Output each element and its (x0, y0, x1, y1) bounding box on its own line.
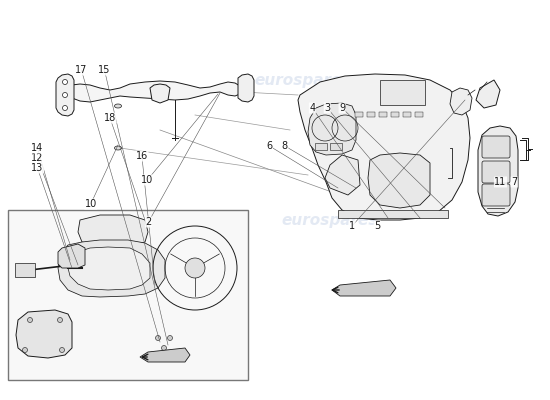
Polygon shape (58, 240, 165, 297)
Circle shape (59, 348, 64, 352)
Text: 15: 15 (98, 65, 111, 75)
Bar (391, 112, 399, 117)
Ellipse shape (114, 104, 122, 108)
FancyBboxPatch shape (482, 161, 510, 183)
Polygon shape (325, 155, 360, 195)
Bar (330, 143, 342, 150)
Circle shape (168, 336, 173, 340)
Polygon shape (68, 247, 150, 290)
Text: 1: 1 (349, 221, 355, 231)
Text: eurospares: eurospares (62, 212, 158, 228)
Text: 18: 18 (104, 113, 116, 123)
Circle shape (63, 80, 68, 84)
FancyBboxPatch shape (482, 136, 510, 158)
Text: 10: 10 (141, 175, 153, 185)
Circle shape (63, 106, 68, 110)
Text: 7: 7 (511, 177, 518, 187)
Bar (367, 112, 375, 117)
Polygon shape (476, 80, 500, 108)
Polygon shape (450, 88, 472, 115)
FancyBboxPatch shape (482, 184, 510, 206)
Bar (8, 210, 248, 380)
Text: eurospares: eurospares (282, 212, 378, 228)
Polygon shape (478, 126, 518, 216)
Polygon shape (298, 74, 470, 220)
Polygon shape (56, 74, 74, 116)
Bar (379, 112, 387, 117)
Text: 11: 11 (494, 177, 507, 187)
Polygon shape (140, 348, 190, 362)
Polygon shape (308, 103, 356, 155)
Polygon shape (58, 244, 85, 268)
Text: 2: 2 (145, 217, 152, 227)
Polygon shape (238, 74, 254, 102)
Text: eurospares: eurospares (254, 72, 351, 88)
Bar (315, 143, 327, 150)
Polygon shape (368, 153, 430, 208)
Text: 10: 10 (85, 199, 97, 209)
Circle shape (162, 346, 167, 350)
Circle shape (58, 318, 63, 322)
Ellipse shape (114, 146, 122, 150)
Text: 17: 17 (75, 65, 87, 75)
Bar (415, 112, 423, 117)
Text: 12: 12 (31, 153, 43, 163)
Polygon shape (150, 84, 170, 103)
Circle shape (63, 92, 68, 98)
Polygon shape (60, 81, 242, 102)
Text: 4: 4 (309, 103, 316, 113)
Text: 13: 13 (31, 163, 43, 173)
Text: 8: 8 (282, 141, 288, 151)
Polygon shape (332, 280, 396, 296)
Polygon shape (78, 215, 148, 246)
Text: 9: 9 (339, 103, 345, 113)
Text: 5: 5 (374, 221, 381, 231)
Bar (403, 112, 411, 117)
Circle shape (156, 336, 161, 340)
Text: 6: 6 (266, 141, 273, 151)
Circle shape (28, 318, 32, 322)
Polygon shape (16, 310, 72, 358)
Bar (15, 263, 35, 277)
Text: 3: 3 (324, 103, 331, 113)
Bar (380, 80, 425, 105)
Circle shape (23, 348, 28, 352)
Text: 16: 16 (136, 151, 148, 161)
Circle shape (185, 258, 205, 278)
Text: 14: 14 (31, 143, 43, 153)
Bar (355, 112, 363, 117)
Bar (338, 210, 448, 218)
